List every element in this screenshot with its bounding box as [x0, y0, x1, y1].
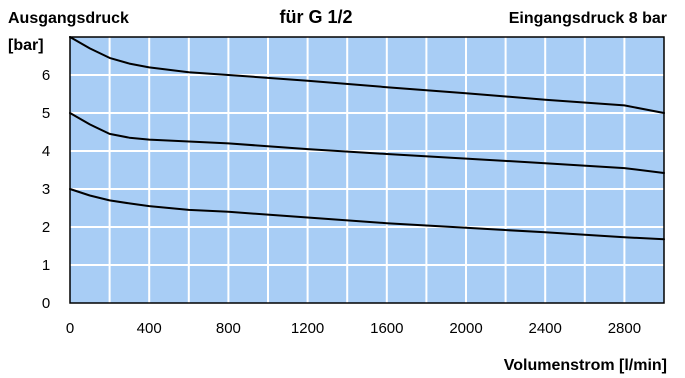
- x-tick-label: 2800: [608, 320, 641, 337]
- x-axis-label: Volumenstrom [l/min]: [504, 357, 667, 374]
- y-tick-label: 6: [42, 67, 50, 84]
- x-tick-label: 0: [66, 320, 74, 337]
- y-axis-label-line2: [bar]: [8, 37, 44, 54]
- x-tick-label: 400: [137, 320, 162, 337]
- x-tick-label: 1200: [291, 320, 324, 337]
- series-line-2: [69, 112, 665, 174]
- y-axis-label-line1: Ausgangsdruck: [8, 10, 129, 27]
- chart-title: für G 1/2: [279, 7, 352, 27]
- y-tick-label: 0: [42, 295, 50, 312]
- y-tick-label: 2: [42, 219, 50, 236]
- series-line-1: [69, 36, 665, 114]
- x-tick-label: 2000: [449, 320, 482, 337]
- y-tick-label: 1: [42, 257, 50, 274]
- plot-frame: [69, 36, 665, 304]
- y-tick-label: 3: [42, 181, 50, 198]
- plot-area: [70, 37, 664, 303]
- y-tick-label: 5: [42, 105, 50, 122]
- y-tick-label: 4: [42, 143, 50, 160]
- y-tick-labels: 0 1 2 3 4 5 6: [42, 67, 50, 312]
- x-tick-label: 1600: [370, 320, 403, 337]
- series-line-3: [69, 188, 665, 241]
- series-group: [69, 36, 665, 241]
- x-tick-label: 2400: [529, 320, 562, 337]
- inlet-pressure-annotation: Eingangsdruck 8 bar: [509, 10, 667, 27]
- x-tick-label: 800: [216, 320, 241, 337]
- x-tick-labels: 0 400 800 1200 1600 2000 2400 2800: [66, 320, 641, 337]
